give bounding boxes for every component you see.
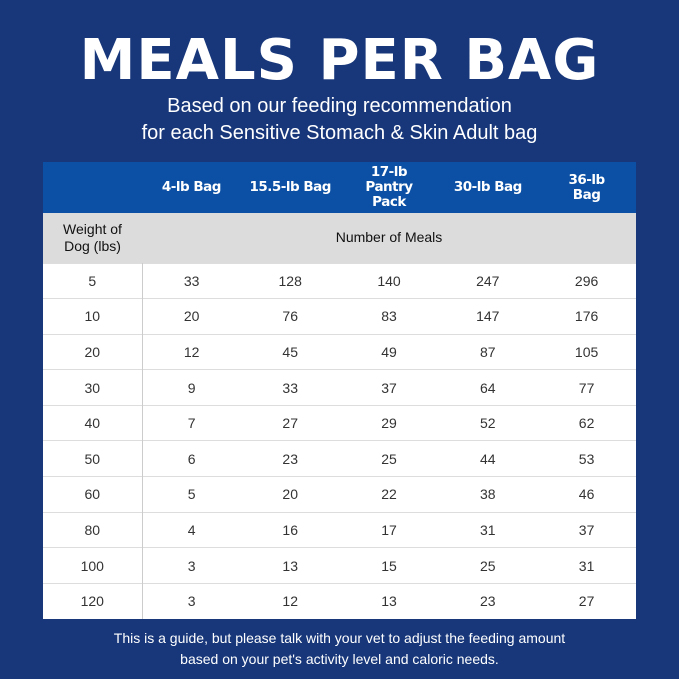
- meals-cell: 83: [339, 298, 439, 335]
- meals-cell: 33: [142, 262, 241, 299]
- meals-cell: 3: [142, 582, 241, 619]
- meals-cell: 52: [438, 404, 538, 441]
- column-header: 17-lb Pantry Pack: [339, 162, 439, 213]
- meals-cell: 37: [339, 369, 439, 406]
- meals-cell: 27: [537, 582, 636, 619]
- meals-cell: 20: [142, 298, 241, 335]
- column-header: 30-lb Bag: [438, 162, 538, 213]
- footer-line: This is a guide, but please talk with yo…: [113, 630, 566, 646]
- meals-cell: 12: [240, 582, 340, 619]
- meals-cell: 27: [240, 404, 340, 441]
- meals-cell: 77: [537, 369, 636, 406]
- dog-weight-cell: 120: [43, 582, 143, 619]
- dog-weight-cell: 30: [43, 369, 143, 406]
- meals-cell: 38: [438, 476, 538, 513]
- meals-cell: 13: [240, 547, 340, 584]
- meals-cell: 247: [438, 262, 538, 299]
- table-row: 30 9 33 37 64 77: [43, 369, 636, 406]
- dog-weight-cell: 5: [43, 262, 143, 299]
- table-row: 120 3 12 13 23 27: [43, 582, 636, 619]
- subtitle-line: Based on our feeding recommendation: [167, 95, 512, 117]
- footer-line: based on your pet's activity level and c…: [180, 651, 499, 667]
- meals-cell: 45: [240, 333, 340, 370]
- table-row: 20 12 45 49 87 105: [43, 333, 636, 370]
- meals-cell: 29: [339, 404, 439, 441]
- meals-cell: 76: [240, 298, 340, 335]
- meals-cell: 44: [438, 440, 538, 477]
- meals-cell: 46: [537, 476, 636, 513]
- group-header: Number of Meals: [142, 213, 636, 263]
- meals-cell: 176: [537, 298, 636, 335]
- meals-cell: 4: [142, 511, 241, 548]
- dog-weight-cell: 40: [43, 404, 143, 441]
- dog-weight-cell: 100: [43, 547, 143, 584]
- meals-cell: 140: [339, 262, 439, 299]
- subtitle-line: for each Sensitive Stomach & Skin Adult …: [141, 122, 538, 144]
- meals-cell: 13: [339, 582, 439, 619]
- meals-cell: 147: [438, 298, 538, 335]
- subtitle: Based on our feeding recommendation for …: [0, 93, 679, 147]
- meals-cell: 87: [438, 333, 538, 370]
- meals-cell: 7: [142, 404, 241, 441]
- meals-cell: 25: [339, 440, 439, 477]
- meals-cell: 23: [438, 582, 538, 619]
- meals-cell: 25: [438, 547, 538, 584]
- table-row: 5 33 128 140 247 296: [43, 262, 636, 299]
- table-row: 10 20 76 83 147 176: [43, 298, 636, 335]
- dog-weight-cell: 50: [43, 440, 143, 477]
- dog-weight-cell: 20: [43, 333, 143, 370]
- meals-cell: 49: [339, 333, 439, 370]
- table-row: 50 6 23 25 44 53: [43, 440, 636, 477]
- meals-cell: 296: [537, 262, 636, 299]
- meals-cell: 22: [339, 476, 439, 513]
- meals-cell: 12: [142, 333, 241, 370]
- meals-cell: 33: [240, 369, 340, 406]
- column-header: 15.5-lb Bag: [240, 162, 340, 213]
- column-header: 36-lb Bag: [537, 162, 636, 213]
- dog-weight-cell: 10: [43, 298, 143, 335]
- subheader-row: Weight of Dog (lbs) Number of Meals: [43, 213, 636, 263]
- meals-cell: 17: [339, 511, 439, 548]
- meals-table: 4-lb Bag 15.5-lb Bag 17-lb Pantry Pack 3…: [43, 162, 636, 619]
- table-row: 60 5 20 22 38 46: [43, 476, 636, 513]
- dog-weight-cell: 80: [43, 511, 143, 548]
- footer-note: This is a guide, but please talk with yo…: [0, 628, 679, 670]
- meals-cell: 3: [142, 547, 241, 584]
- column-header: 4-lb Bag: [142, 162, 241, 213]
- row-header: Weight of Dog (lbs): [43, 213, 142, 263]
- meals-cell: 31: [537, 547, 636, 584]
- page-title: MEALS PER BAG: [79, 28, 600, 93]
- meals-cell: 23: [240, 440, 340, 477]
- meals-cell: 37: [537, 511, 636, 548]
- meals-cell: 6: [142, 440, 241, 477]
- meals-cell: 20: [240, 476, 340, 513]
- meals-cell: 16: [240, 511, 340, 548]
- meals-cell: 5: [142, 476, 241, 513]
- meals-cell: 31: [438, 511, 538, 548]
- table-row: 40 7 27 29 52 62: [43, 404, 636, 441]
- table-row: 100 3 13 15 25 31: [43, 547, 636, 584]
- meals-cell: 15: [339, 547, 439, 584]
- meals-cell: 53: [537, 440, 636, 477]
- meals-cell: 9: [142, 369, 241, 406]
- dog-weight-cell: 60: [43, 476, 143, 513]
- meals-cell: 105: [537, 333, 636, 370]
- header-row: 4-lb Bag 15.5-lb Bag 17-lb Pantry Pack 3…: [43, 162, 636, 213]
- meals-cell: 62: [537, 404, 636, 441]
- meals-cell: 64: [438, 369, 538, 406]
- meals-cell: 128: [240, 262, 340, 299]
- table-row: 80 4 16 17 31 37: [43, 511, 636, 548]
- column-header: [43, 162, 142, 213]
